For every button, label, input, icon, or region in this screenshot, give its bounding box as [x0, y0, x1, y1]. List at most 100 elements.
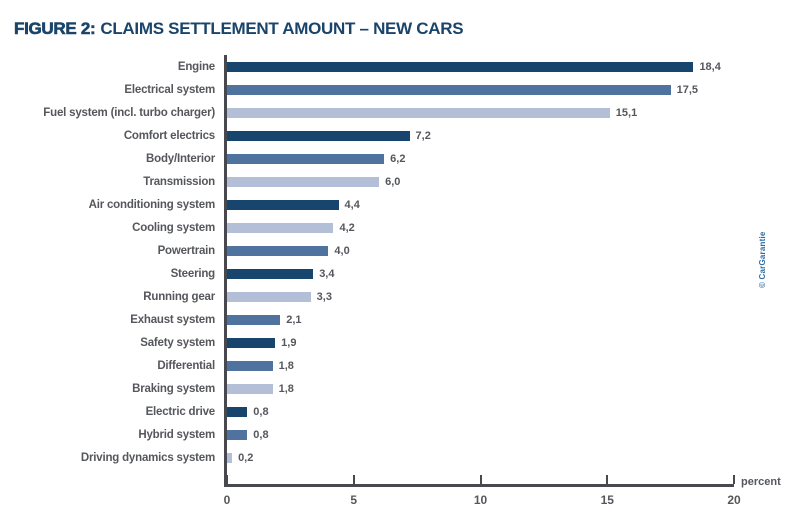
category-label: Comfort electrics — [123, 129, 215, 142]
bar-row: Safety system 1,9 — [10, 331, 772, 354]
axis-tick — [226, 475, 228, 484]
bar-value-label: 2,1 — [286, 313, 302, 326]
category-label: Body/Interior — [146, 152, 215, 165]
x-axis: percent 0 5 10 15 20 — [224, 475, 781, 507]
category-label: Fuel system (incl. turbo charger) — [43, 106, 215, 119]
chart-title: FIGURE 2: CLAIMS SETTLEMENT AMOUNT – NEW … — [14, 19, 464, 39]
category-label: Braking system — [132, 382, 215, 395]
bar-row: Steering 3,4 — [10, 262, 772, 285]
bar-row: Differential 1,8 — [10, 354, 772, 377]
bar — [227, 130, 410, 141]
bar-value-label: 1,8 — [278, 382, 294, 395]
bar-cell: 4,4 — [224, 193, 734, 216]
bar-cell: 17,5 — [224, 78, 734, 101]
bar-row: Electrical system 17,5 — [10, 78, 772, 101]
axis-tick-label: 15 — [600, 493, 614, 507]
category-label: Powertrain — [157, 244, 216, 257]
bar-value-label: 3,4 — [319, 267, 335, 280]
bar-cell: 2,1 — [224, 308, 734, 331]
bar-cell: 0,2 — [224, 446, 734, 469]
axis-tick — [352, 475, 355, 484]
x-axis-unit-label: percent — [741, 476, 781, 488]
bar-row: Powertrain 4,0 — [10, 239, 772, 262]
axis-tick-label: 10 — [473, 493, 488, 507]
category-label: Cooling system — [132, 221, 215, 234]
bar-value-label: 3,3 — [316, 290, 332, 303]
copyright-credit: © CarGarantie — [758, 231, 767, 288]
axis-tick — [606, 475, 609, 484]
category-label: Differential — [157, 359, 215, 372]
bar-row: Transmission 6,0 — [10, 170, 772, 193]
bar-value-label: 1,8 — [278, 359, 294, 372]
bar-value-label: 0,8 — [253, 428, 269, 441]
category-label: Running gear — [143, 290, 215, 303]
bar-cell: 3,4 — [224, 262, 734, 285]
bar-cell: 0,8 — [224, 400, 734, 423]
category-label: Driving dynamics system — [80, 451, 215, 464]
axis-spacer — [10, 484, 224, 487]
category-label: Exhaust system — [130, 313, 215, 326]
bar-value-label: 4,4 — [344, 198, 360, 211]
category-label: Transmission — [143, 175, 215, 188]
axis-tick-label: 0 — [223, 493, 231, 507]
bar — [227, 153, 385, 164]
bar-value-label: 7,2 — [415, 129, 431, 142]
bar-cell: 1,8 — [224, 377, 734, 400]
y-axis-line — [224, 55, 227, 487]
bar-row: Braking system 1,8 — [10, 377, 772, 400]
bar-cell: 0,8 — [224, 423, 734, 446]
bar-cell: 1,8 — [224, 354, 734, 377]
bar-value-label: 6,0 — [385, 175, 401, 188]
bar-row: Hybrid system 0,8 — [10, 423, 772, 446]
category-label: Safety system — [140, 336, 215, 349]
bar-row: Cooling system 4,2 — [10, 216, 772, 239]
axis-tick — [733, 475, 735, 484]
bar — [227, 176, 380, 187]
axis-tick — [479, 475, 482, 484]
bar-cell: 18,4 — [224, 55, 734, 78]
category-label: Electrical system — [124, 83, 215, 96]
bar — [227, 360, 273, 371]
bar-cell: 6,2 — [224, 147, 734, 170]
x-axis-row: percent 0 5 10 15 20 — [10, 475, 781, 507]
bar-cell: 4,0 — [224, 239, 734, 262]
bar-value-label: 4,2 — [339, 221, 355, 234]
bar-row: Electric drive 0,8 — [10, 400, 772, 423]
bar-chart: Engine 18,4 Electrical system 17,5 Fuel syst… — [10, 55, 781, 507]
bar — [227, 245, 329, 256]
chart-title-text: CLAIMS SETTLEMENT AMOUNT – NEW CARS — [100, 19, 464, 39]
bar — [227, 383, 273, 394]
bar — [227, 199, 339, 210]
bar — [227, 291, 311, 302]
bar-value-label: 6,2 — [390, 152, 406, 165]
category-label: Air conditioning system — [88, 198, 216, 211]
bar — [227, 406, 248, 417]
bar-row: Running gear 3,3 — [10, 285, 772, 308]
bar — [227, 268, 314, 279]
category-label: Steering — [170, 267, 216, 280]
x-axis-line — [224, 484, 734, 487]
bar — [227, 429, 248, 440]
bar — [227, 452, 233, 463]
bar — [227, 337, 276, 348]
category-label: Engine — [177, 60, 215, 73]
bar-row: Exhaust system 2,1 — [10, 308, 772, 331]
category-label: Hybrid system — [138, 428, 215, 441]
bar-row: Air conditioning system 4,4 — [10, 193, 772, 216]
axis-tick-label: 5 — [350, 493, 358, 507]
bar — [227, 314, 281, 325]
bar-cell: 6,0 — [224, 170, 734, 193]
bar-row: Driving dynamics system 0,2 — [10, 446, 772, 469]
bar-cell: 3,3 — [224, 285, 734, 308]
axis-tick-label: 20 — [727, 493, 741, 507]
bar-value-label: 4,0 — [334, 244, 350, 257]
bar — [227, 107, 610, 118]
bar — [227, 61, 694, 72]
bar-value-label: 1,9 — [281, 336, 297, 349]
bar-value-label: 15,1 — [615, 106, 638, 119]
bar-value-label: 17,5 — [676, 83, 699, 96]
bar-cell: 1,9 — [224, 331, 734, 354]
bar-cell: 15,1 — [224, 101, 734, 124]
bar — [227, 84, 671, 95]
bar-cell: 4,2 — [224, 216, 734, 239]
